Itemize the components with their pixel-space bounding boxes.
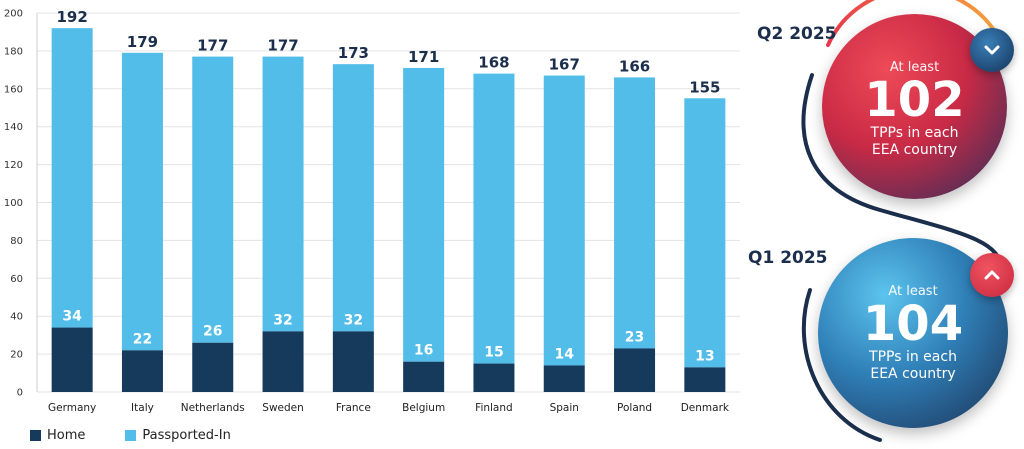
- bar-chart: 0 20 40 60 80 100 120 140 160 180 200 192 34 179 22 17…: [4, 8, 740, 414]
- home-label-sweden: 32: [273, 312, 292, 328]
- q1-value: 104: [862, 296, 964, 352]
- y-tick-label: 20: [10, 350, 23, 361]
- legend-item-home: Home: [30, 428, 85, 443]
- home-label-spain: 14: [555, 346, 575, 362]
- total-label-sweden: 177: [267, 37, 298, 55]
- y-axis: 0 20 40 60 80 100 120 140 160 180 200: [4, 9, 38, 399]
- bar-passported-denmark: [684, 98, 726, 368]
- home-label-france: 32: [344, 312, 363, 328]
- bar-passported-finland: [473, 73, 515, 364]
- y-tick-label: 0: [17, 388, 23, 399]
- x-axis: Germany Italy Netherlands Sweden France Belgi…: [48, 402, 730, 414]
- y-tick-label: 120: [4, 160, 23, 171]
- x-tick-label-netherlands: Netherlands: [181, 402, 245, 414]
- bar-passported-netherlands: [192, 56, 234, 343]
- y-tick-label: 60: [10, 274, 23, 285]
- x-tick-label-spain: Spain: [550, 402, 579, 414]
- y-tick-label: 40: [10, 312, 23, 323]
- q1-prefix: At least: [888, 284, 938, 299]
- total-label-finland: 168: [478, 54, 509, 72]
- total-label-belgium: 171: [408, 48, 439, 66]
- home-label-belgium: 16: [414, 343, 433, 359]
- bar-passported-poland: [614, 77, 656, 349]
- home-label-italy: 22: [133, 331, 152, 347]
- total-label-italy: 179: [127, 33, 158, 51]
- q2-prefix: At least: [889, 60, 940, 75]
- legend-label-home: Home: [47, 428, 86, 443]
- bar-home-finland: [473, 363, 515, 392]
- q2-desc-line2: EEA country: [871, 142, 958, 158]
- total-label-poland: 166: [619, 57, 650, 75]
- chevron-down-icon: [984, 45, 1000, 55]
- y-tick-label: 200: [4, 9, 23, 20]
- total-label-netherlands: 177: [197, 37, 228, 55]
- legend-swatch-home: [30, 430, 41, 441]
- legend-swatch-passported: [125, 430, 137, 441]
- chart-legend: Home Passported-In: [30, 428, 231, 443]
- bar-home-denmark: [684, 367, 726, 392]
- y-tick-label: 80: [10, 236, 23, 247]
- total-label-denmark: 155: [689, 78, 720, 96]
- q2-label: Q2 2025: [757, 24, 837, 44]
- x-tick-label-germany: Germany: [48, 402, 96, 414]
- q1-desc-line2: EEA country: [870, 366, 956, 382]
- total-label-germany: 192: [56, 8, 87, 26]
- y-tick-label: 160: [4, 84, 23, 95]
- x-tick-label-france: France: [336, 402, 371, 414]
- legend-item-passported: Passported-In: [125, 428, 231, 443]
- bar-home-sweden: [262, 331, 304, 392]
- bar-home-belgium: [403, 361, 445, 392]
- bar-passported-germany: [51, 28, 93, 328]
- x-tick-label-finland: Finland: [475, 402, 513, 414]
- bar-passported-italy: [121, 52, 163, 351]
- bar-home-netherlands: [192, 342, 234, 392]
- q1-desc-line1: TPPs in each: [869, 349, 957, 365]
- x-tick-label-denmark: Denmark: [681, 402, 730, 414]
- y-tick-label: 140: [4, 122, 23, 133]
- home-label-germany: 34: [62, 309, 82, 325]
- y-tick-label: 100: [4, 198, 23, 209]
- chart-bars: 192 34 179 22 177 26 177 32 173 32 171 16 168 15 167 14…: [51, 8, 726, 392]
- q2-desc-line1: TPPs in each: [870, 125, 959, 141]
- q1-trend-badge: [970, 253, 1014, 297]
- x-tick-label-sweden: Sweden: [262, 402, 304, 414]
- chevron-up-icon: [984, 270, 1000, 280]
- q1-label: Q1 2025: [748, 248, 828, 268]
- bar-passported-belgium: [403, 67, 445, 362]
- legend-label-passported: Passported-In: [142, 428, 231, 443]
- x-tick-label-belgium: Belgium: [402, 402, 445, 414]
- bar-passported-france: [332, 64, 374, 332]
- total-label-france: 173: [338, 44, 369, 62]
- home-label-finland: 15: [484, 345, 503, 361]
- bar-home-france: [332, 331, 374, 392]
- bar-home-poland: [614, 348, 656, 392]
- x-tick-label-italy: Italy: [131, 402, 154, 414]
- home-label-poland: 23: [625, 329, 644, 345]
- bar-home-germany: [51, 327, 93, 392]
- x-tick-label-poland: Poland: [617, 402, 652, 414]
- bar-home-spain: [543, 365, 585, 392]
- total-label-spain: 167: [549, 56, 580, 74]
- home-label-denmark: 13: [695, 348, 714, 364]
- home-label-netherlands: 26: [203, 324, 222, 340]
- y-tick-label: 180: [4, 46, 23, 57]
- bar-passported-sweden: [262, 56, 304, 332]
- q2-value: 102: [864, 72, 965, 128]
- bar-passported-spain: [543, 75, 585, 366]
- bar-home-italy: [121, 350, 163, 392]
- q2-trend-badge: [970, 28, 1014, 72]
